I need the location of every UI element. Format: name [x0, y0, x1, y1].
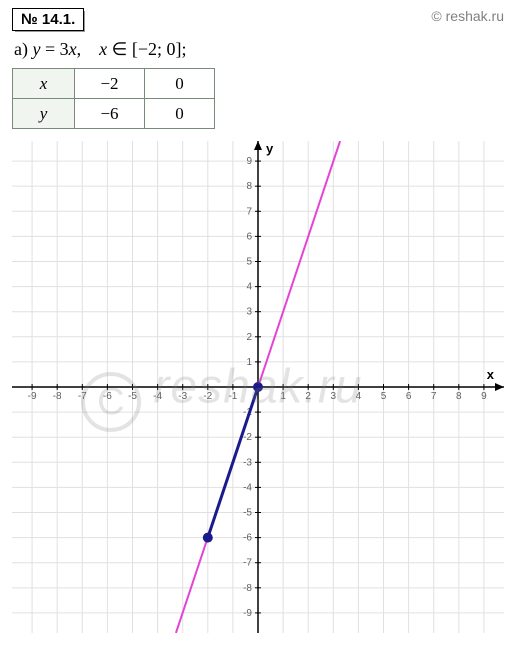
- svg-text:8: 8: [456, 391, 462, 402]
- svg-text:-1: -1: [228, 391, 237, 402]
- svg-text:3: 3: [331, 391, 337, 402]
- svg-text:-5: -5: [128, 391, 137, 402]
- svg-text:1: 1: [246, 357, 252, 368]
- svg-text:1: 1: [280, 391, 286, 402]
- svg-text:-2: -2: [203, 391, 212, 402]
- domain-interval: [−2; 0];: [132, 39, 187, 59]
- table-cell: 0: [145, 99, 215, 129]
- svg-text:-5: -5: [243, 508, 252, 519]
- table-cell: −6: [75, 99, 145, 129]
- row-header-y: y: [13, 99, 75, 129]
- row-header-x: x: [13, 69, 75, 99]
- svg-text:-8: -8: [53, 391, 62, 402]
- svg-text:y: y: [266, 141, 274, 156]
- svg-text:5: 5: [246, 256, 252, 267]
- svg-text:x: x: [487, 367, 495, 382]
- table-row: y −6 0: [13, 99, 215, 129]
- svg-text:4: 4: [246, 282, 252, 293]
- table-row: x −2 0: [13, 69, 215, 99]
- svg-text:9: 9: [246, 156, 252, 167]
- svg-text:-6: -6: [243, 533, 252, 544]
- svg-text:-7: -7: [78, 391, 87, 402]
- svg-text:6: 6: [406, 391, 412, 402]
- eq-lhs: y: [32, 39, 40, 59]
- part-label: а): [14, 39, 28, 59]
- svg-text:-2: -2: [243, 432, 252, 443]
- svg-text:4: 4: [356, 391, 362, 402]
- table-cell: −2: [75, 69, 145, 99]
- copyright-label: © reshak.ru: [431, 8, 504, 24]
- domain-var: x: [99, 39, 107, 59]
- svg-text:-9: -9: [28, 391, 37, 402]
- problem-number: № 14.1.: [12, 8, 84, 31]
- eq-rhs: 3x: [60, 39, 77, 59]
- svg-text:7: 7: [246, 206, 252, 217]
- value-table: x −2 0 y −6 0: [12, 68, 215, 129]
- equation: а) y = 3x, x ∈ [−2; 0];: [14, 39, 504, 60]
- header-row: № 14.1. © reshak.ru: [12, 8, 504, 31]
- svg-text:5: 5: [381, 391, 387, 402]
- svg-text:-3: -3: [178, 391, 187, 402]
- line-chart: -9 -8 -7 -6 -5 -4 -3 -2 -1 1 2 3 4 5 6 7 8 9 -9 -8 -7 -6 -5 -4 -…: [12, 141, 504, 633]
- svg-text:-7: -7: [243, 558, 252, 569]
- svg-text:-3: -3: [243, 457, 252, 468]
- svg-text:-4: -4: [153, 391, 162, 402]
- svg-text:2: 2: [246, 332, 252, 343]
- graph-container: -9 -8 -7 -6 -5 -4 -3 -2 -1 1 2 3 4 5 6 7 8 9 -9 -8 -7 -6 -5 -4 -…: [12, 141, 504, 633]
- svg-text:9: 9: [481, 391, 487, 402]
- table-cell: 0: [145, 69, 215, 99]
- svg-text:-6: -6: [103, 391, 112, 402]
- svg-text:7: 7: [431, 391, 437, 402]
- svg-text:6: 6: [246, 231, 252, 242]
- svg-text:-8: -8: [243, 583, 252, 594]
- svg-text:2: 2: [305, 391, 311, 402]
- svg-text:-4: -4: [243, 482, 252, 493]
- svg-text:8: 8: [246, 181, 252, 192]
- svg-text:3: 3: [246, 307, 252, 318]
- svg-text:-9: -9: [243, 608, 252, 619]
